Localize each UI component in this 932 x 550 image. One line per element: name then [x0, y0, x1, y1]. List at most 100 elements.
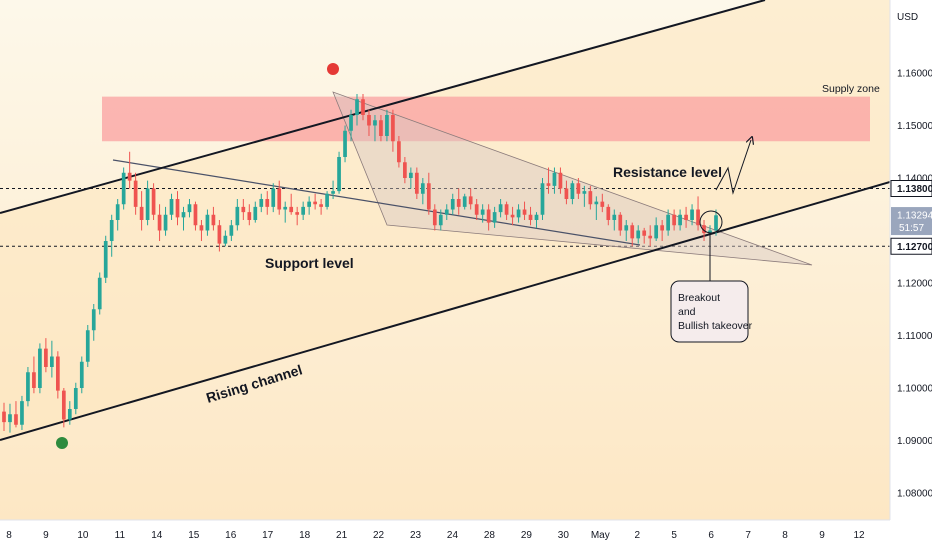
support-label: Support level — [265, 255, 354, 271]
candle-body — [702, 225, 706, 234]
candle-body — [414, 172, 419, 194]
callout-box — [670, 280, 749, 343]
candle-body — [145, 188, 150, 220]
candle-body — [546, 183, 551, 186]
candle-body — [660, 225, 665, 231]
candle-body — [426, 183, 431, 210]
candle-body — [223, 235, 228, 244]
candle-body — [456, 199, 461, 207]
candle-body — [373, 120, 377, 126]
y-tick-label: 1.16000 — [897, 69, 932, 80]
support-price-text: 1.12700 — [897, 242, 932, 253]
candle-body — [642, 230, 647, 236]
candle-body — [319, 204, 323, 207]
x-tick-label: 8 — [6, 530, 12, 541]
candle-body — [606, 206, 611, 220]
candle-body — [379, 120, 383, 136]
candle-body — [367, 115, 371, 126]
candle-body — [14, 414, 18, 425]
candle-body — [582, 191, 587, 194]
projection-arrow — [715, 140, 751, 195]
candle-body — [510, 214, 515, 218]
candle-body — [205, 214, 210, 231]
candle-body — [678, 214, 682, 226]
candle-body — [133, 180, 138, 207]
candle-body — [44, 348, 48, 367]
x-tick-label: 15 — [188, 530, 200, 541]
candle-body — [444, 209, 449, 215]
x-tick-label: 10 — [77, 530, 89, 541]
x-tick-label: 14 — [151, 530, 163, 541]
candle-body — [151, 188, 156, 215]
candles-group — [2, 94, 718, 433]
candle-body — [289, 206, 294, 213]
candle-body — [175, 199, 180, 218]
candle-body — [468, 196, 473, 205]
x-tick-label: 16 — [225, 530, 237, 541]
y-tick-label: 1.09000 — [897, 436, 932, 447]
candle-body — [121, 172, 126, 205]
candle-body — [32, 372, 36, 388]
candle-body — [331, 191, 335, 194]
x-tick-label: 5 — [671, 530, 677, 541]
x-tick-label: 17 — [262, 530, 274, 541]
candle-body — [337, 157, 341, 192]
candle-body — [8, 414, 12, 423]
candle-body — [241, 206, 246, 213]
candle-body — [450, 199, 455, 210]
x-tick-label: 21 — [336, 530, 348, 541]
candle-body — [169, 199, 174, 215]
candle-body — [403, 162, 407, 178]
candle-body — [486, 209, 491, 223]
candle-body — [217, 225, 222, 244]
current-price-text: 1.13294 — [897, 211, 932, 222]
resistance-label: Resistance level — [613, 164, 722, 180]
price-axis[interactable] — [890, 0, 932, 550]
candle-body — [50, 356, 54, 367]
candle-body — [301, 206, 306, 215]
candle-body — [271, 188, 276, 207]
candle-body — [462, 196, 467, 207]
candle-body — [432, 209, 437, 226]
candle-body — [211, 214, 216, 226]
candle-body — [265, 199, 270, 207]
time-axis[interactable] — [0, 520, 890, 550]
candle-body — [229, 225, 234, 236]
candle-body — [253, 206, 258, 220]
candle-body — [199, 225, 204, 231]
candle-body — [277, 188, 282, 210]
candle-body — [522, 209, 527, 215]
x-tick-label: 11 — [115, 530, 126, 541]
resistance-price-text: 1.13800 — [897, 184, 932, 195]
breakout-circle — [699, 210, 723, 234]
y-tick-label: 1.10000 — [897, 384, 932, 395]
candle-body — [630, 225, 635, 239]
x-tick-label: 9 — [819, 530, 825, 541]
x-tick-label: 18 — [299, 530, 311, 541]
candle-body — [409, 172, 413, 178]
candle-body — [247, 212, 252, 220]
candle-body — [343, 130, 347, 157]
support-price-tag — [890, 237, 932, 255]
candle-body — [492, 212, 497, 223]
candle-body — [420, 183, 425, 194]
y-tick-label: 1.12000 — [897, 279, 932, 290]
candle-body — [528, 214, 533, 220]
supply-zone-label: Supply zone — [822, 83, 880, 95]
candle-body — [181, 212, 186, 218]
candle-body — [115, 204, 120, 220]
y-tick-label: 1.08000 — [897, 489, 932, 500]
candle-body — [612, 214, 617, 220]
candle-body — [648, 235, 653, 239]
candle-body — [283, 206, 288, 210]
candle-body — [498, 204, 503, 213]
candle-body — [2, 411, 6, 423]
candle-body — [20, 401, 24, 425]
candle-body — [684, 214, 688, 220]
candle-body — [588, 191, 593, 205]
supply-zone — [102, 96, 870, 142]
candle-body — [672, 214, 676, 226]
candle-body — [696, 209, 700, 226]
